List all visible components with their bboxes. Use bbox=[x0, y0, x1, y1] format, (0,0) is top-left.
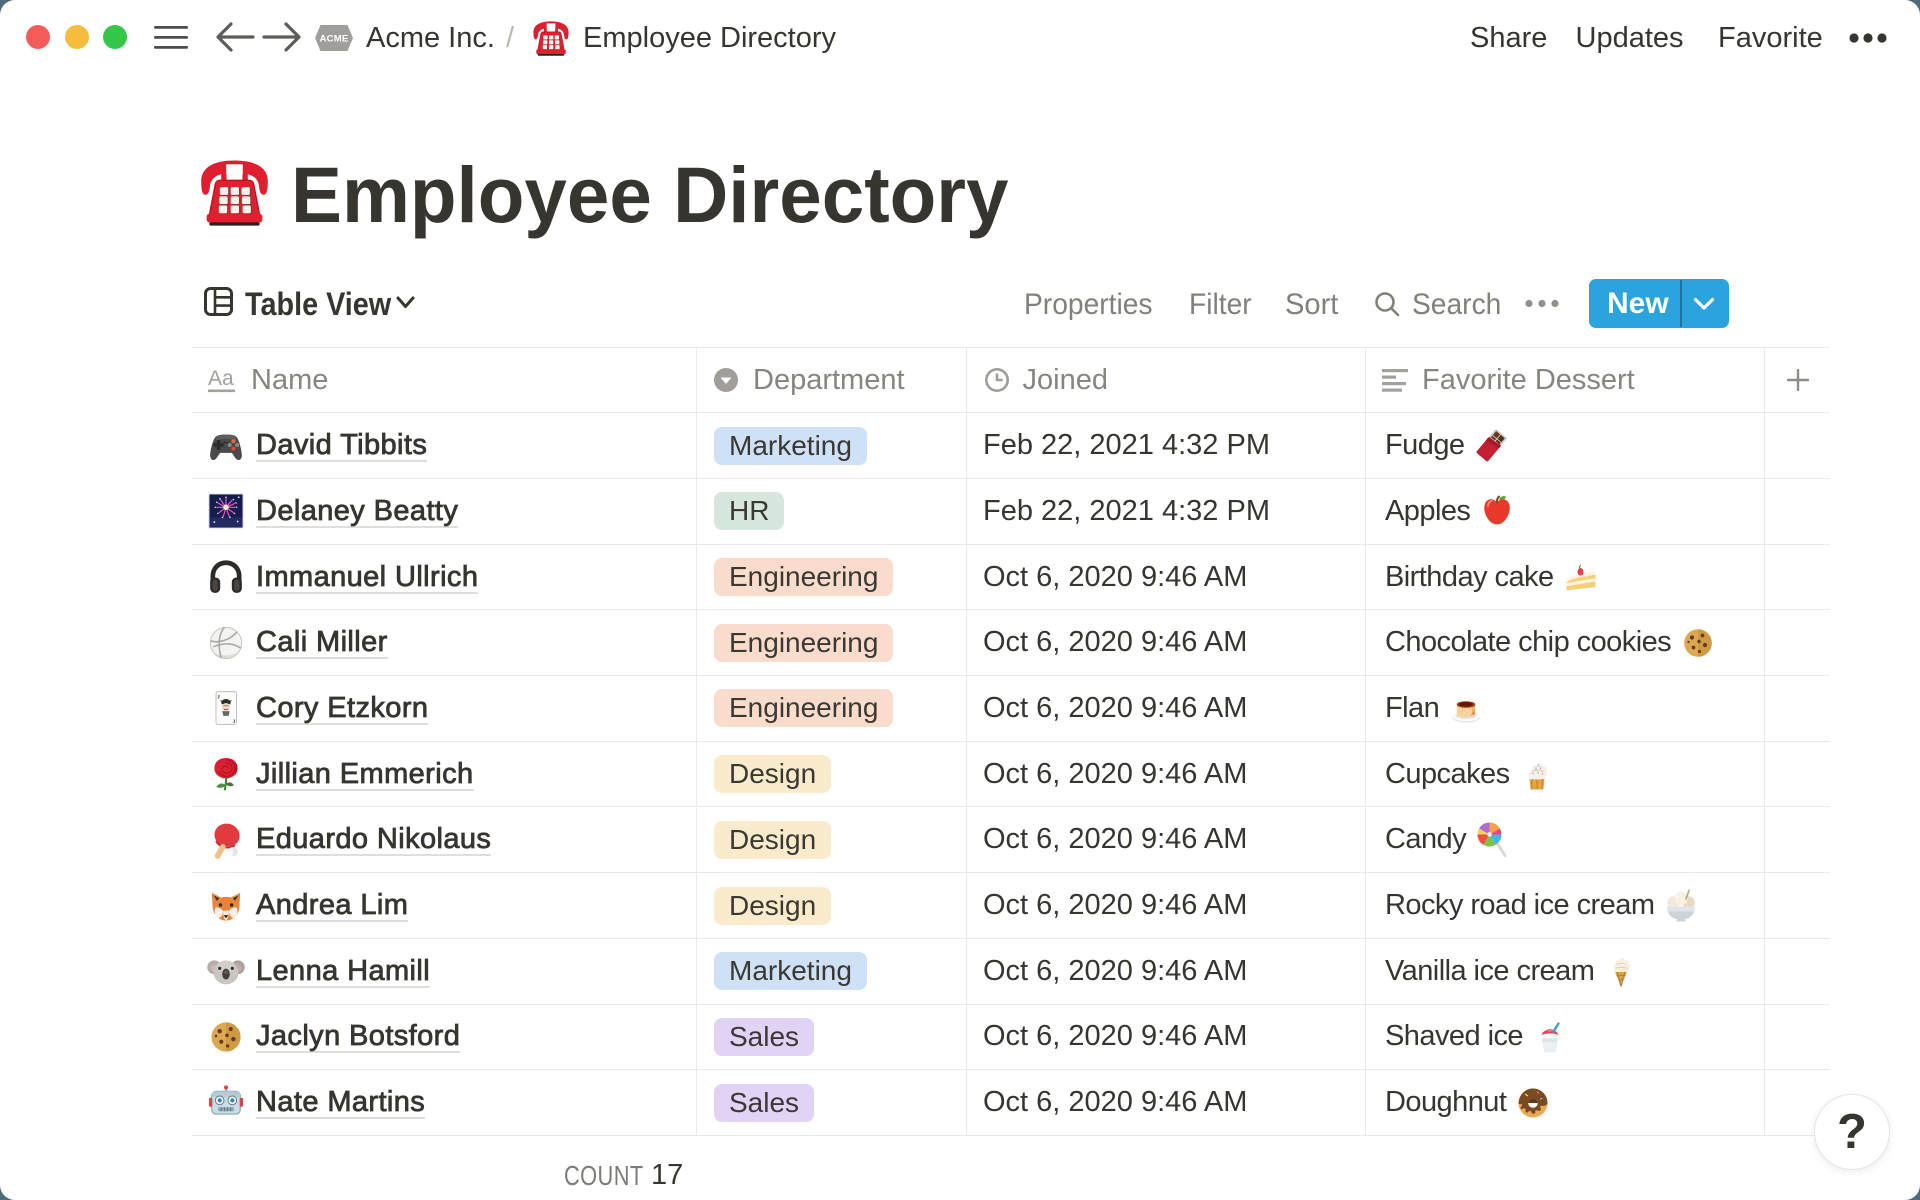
svg-text:ACME: ACME bbox=[320, 33, 349, 44]
svg-text:Aa: Aa bbox=[208, 367, 234, 390]
